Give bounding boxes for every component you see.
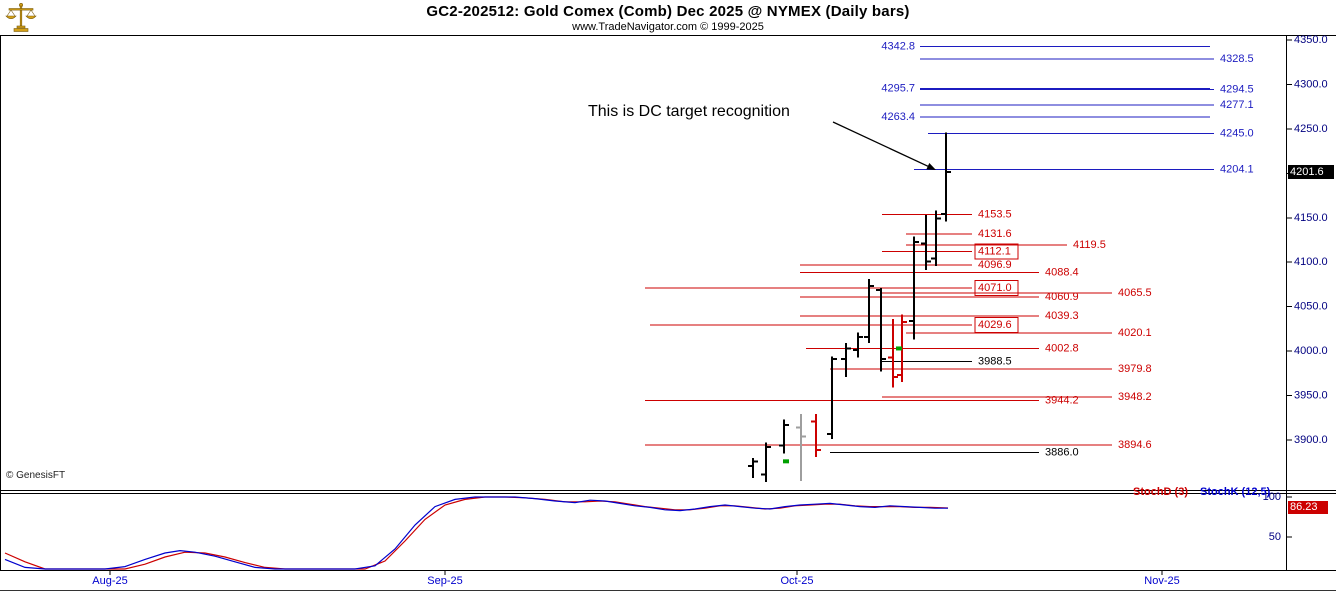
genesisft-watermark: © GenesisFT (6, 470, 66, 481)
stochd-legend-label: StochD (3) (1133, 486, 1188, 498)
level-label: 3886.0 (1045, 446, 1079, 458)
level-label: 4153.5 (978, 209, 1012, 221)
annotation-arrow-line (832, 121, 933, 169)
genesis-scales-logo-icon (4, 2, 38, 34)
chart-subtitle: www.TradeNavigator.com © 1999-2025 (572, 21, 764, 33)
level-label: 4342.8 (881, 40, 915, 52)
level-label: 4071.0 (978, 282, 1012, 294)
stochk-line (4, 496, 948, 570)
stochd-line (4, 496, 949, 570)
signal-marker (896, 346, 902, 351)
level-label-box (974, 280, 1019, 296)
level-label: 3979.8 (1118, 363, 1152, 375)
stochk-legend-label: StochK (12,5) (1200, 486, 1271, 498)
level-label: 4039.3 (1045, 310, 1079, 322)
level-label: 3988.5 (978, 355, 1012, 367)
level-label: 4060.9 (1045, 291, 1079, 303)
level-label: 4112.1 (978, 245, 1011, 257)
price-tick-label: 4050.0 (1294, 301, 1328, 313)
stoch-tick-label: 100 (1263, 491, 1281, 503)
date-label: Aug-25 (92, 575, 127, 587)
chart-title: GC2-202512: Gold Comex (Comb) Dec 2025 @… (426, 3, 910, 20)
price-tick-label: 4000.0 (1294, 345, 1328, 357)
level-label: 4065.5 (1118, 287, 1152, 299)
level-label: 3894.6 (1118, 439, 1152, 451)
dc-target-annotation-text[interactable]: This is DC target recognition (588, 103, 790, 120)
price-tick-label: 4100.0 (1294, 256, 1328, 268)
level-label: 4029.6 (978, 319, 1012, 331)
level-label-box (974, 243, 1019, 260)
level-label: 4131.6 (978, 228, 1012, 240)
price-tick-label: 4350.0 (1294, 34, 1328, 46)
level-label: 4020.1 (1118, 327, 1152, 339)
stoch-value-readout: 86.23 (1288, 501, 1328, 514)
price-tick-label: 4300.0 (1294, 78, 1328, 90)
price-tick-label: 3950.0 (1294, 390, 1328, 402)
date-label: Sep-25 (427, 575, 462, 587)
price-tick-label: 4250.0 (1294, 123, 1328, 135)
last-price-readout: 4201.6 (1288, 165, 1334, 179)
level-label: 4204.1 (1220, 164, 1254, 176)
date-label: Nov-25 (1144, 575, 1179, 587)
stoch-tick-label: 50 (1269, 531, 1281, 543)
level-label: 4328.5 (1220, 53, 1254, 65)
level-label: 4277.1 (1220, 99, 1254, 111)
level-label: 4294.5 (1220, 83, 1254, 95)
level-label: 4263.4 (881, 111, 915, 123)
level-label: 3944.2 (1045, 395, 1079, 407)
level-label: 4119.5 (1073, 239, 1106, 251)
date-label: Oct-25 (780, 575, 813, 587)
level-label: 4245.0 (1220, 127, 1254, 139)
level-label: 4002.8 (1045, 343, 1079, 355)
price-tick-label: 4150.0 (1294, 212, 1328, 224)
level-label: 4295.7 (881, 82, 915, 94)
level-label: 3948.2 (1118, 391, 1152, 403)
level-label-box (974, 316, 1019, 333)
annotation-arrowhead (926, 163, 936, 170)
level-label: 4088.4 (1045, 267, 1079, 279)
signal-marker (783, 459, 789, 464)
price-tick-label: 3900.0 (1294, 434, 1328, 446)
level-label: 4096.9 (978, 259, 1012, 271)
